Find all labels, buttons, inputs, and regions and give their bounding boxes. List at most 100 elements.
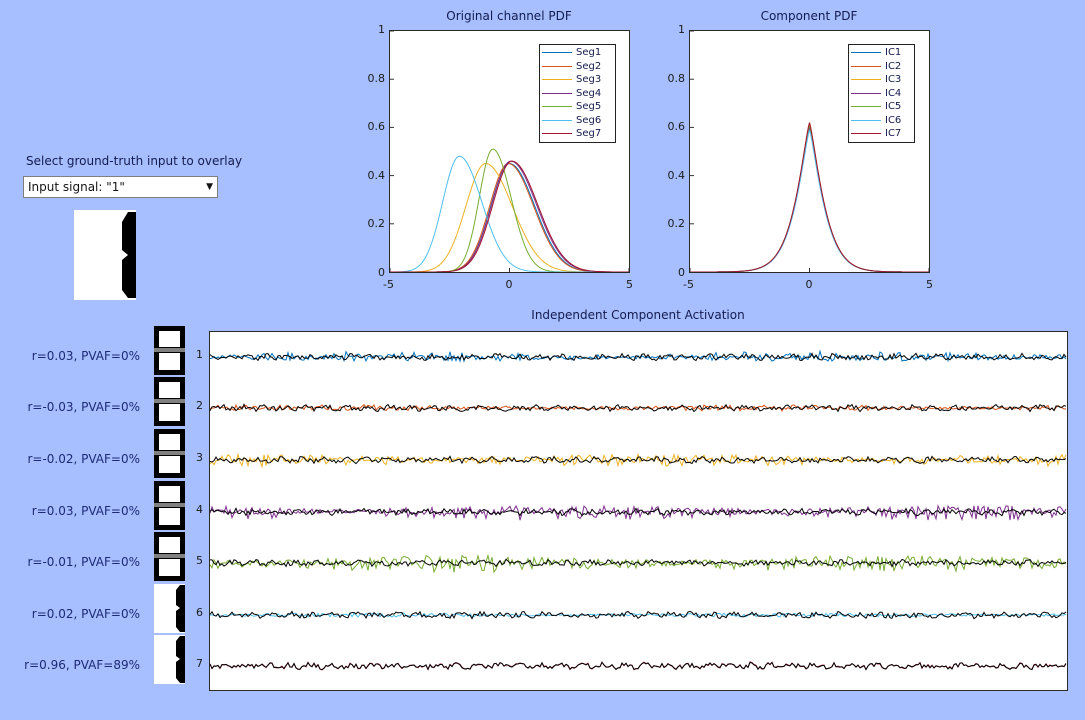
pdf-curve-ic7 <box>690 122 929 272</box>
activation-trace-ic2 <box>210 403 1067 412</box>
legend-entry: Seg3 <box>542 73 612 87</box>
right-pdf-plot <box>690 31 929 272</box>
legend-label: IC3 <box>885 74 902 85</box>
legend-entry: Seg6 <box>542 114 612 128</box>
right-pdf-xtick-label: 0 <box>805 278 813 291</box>
component-stat-label: r=-0.02, PVAF=0% <box>27 452 140 466</box>
legend-label: Seg3 <box>576 74 602 85</box>
component-stat-label: r=0.03, PVAF=0% <box>31 349 140 363</box>
overlay-select-value: Input signal: "1" <box>28 180 125 194</box>
activation-plot <box>210 349 1067 671</box>
legend-label: IC6 <box>885 114 902 126</box>
legend-line-icon <box>851 119 881 121</box>
activation-trace-ic1 <box>210 349 1067 363</box>
legend-entry: IC1 <box>851 46 911 60</box>
legend-entry: IC2 <box>851 60 911 74</box>
component-digit-image <box>154 481 185 530</box>
legend-line-icon <box>542 79 572 81</box>
legend-entry: IC6 <box>851 114 911 128</box>
pdf-curve-seg5 <box>390 148 629 272</box>
legend-line-icon <box>542 65 572 67</box>
legend-line-icon <box>542 92 572 94</box>
left-pdf-ytick-label: 0.2 <box>367 217 386 231</box>
right-pdf-title: Component PDF <box>760 9 858 23</box>
left-pdf-axes: Seg1 Seg2 Seg3 Seg4 Seg5 Seg6 Seg7 <box>389 30 630 273</box>
legend-label: Seg7 <box>576 128 602 139</box>
right-pdf-ytick-label: 0.6 <box>667 120 686 134</box>
overlay-trace-7 <box>210 661 1067 671</box>
component-digit-image <box>154 326 185 375</box>
component-stat-label: r=0.03, PVAF=0% <box>31 504 140 518</box>
right-pdf-ytick-label: 0.8 <box>667 71 686 85</box>
component-index-label: 1 <box>196 348 203 361</box>
legend-entry: Seg7 <box>542 127 612 141</box>
legend-line-icon <box>851 52 881 54</box>
left-pdf-ytick-label: 0 <box>378 266 385 279</box>
overlay-trace-1 <box>210 352 1067 362</box>
component-digit-image <box>154 584 185 633</box>
left-pdf-ytick-label: 0.4 <box>367 168 386 182</box>
legend-line-icon <box>542 133 572 135</box>
legend-label: Seg1 <box>576 47 602 58</box>
legend-line-icon <box>851 79 881 81</box>
legend-label: IC4 <box>885 87 902 99</box>
pdf-curve-ic3 <box>690 124 929 272</box>
legend-line-icon <box>851 65 881 67</box>
legend-label: Seg6 <box>576 114 602 126</box>
legend-line-icon <box>851 106 881 108</box>
pdf-curve-ic2 <box>690 122 929 272</box>
left-pdf-title: Original channel PDF <box>446 9 572 23</box>
left-pdf-plot <box>390 31 629 272</box>
left-pdf-ytick-label: 0.6 <box>367 120 386 134</box>
right-pdf-xtick-label: 5 <box>926 278 933 291</box>
overlay-trace-6 <box>210 610 1067 620</box>
legend-entry: Seg2 <box>542 60 612 74</box>
left-pdf-xtick-label: 5 <box>626 278 633 291</box>
legend-line-icon <box>542 52 572 54</box>
overlay-trace-4 <box>210 507 1067 517</box>
left-pdf-ytick-label: 1 <box>378 23 385 36</box>
dropdown-arrow-icon: ▼ <box>206 182 213 192</box>
legend-entry: Seg5 <box>542 100 612 114</box>
activation-axes <box>209 331 1068 691</box>
component-digit-image <box>154 429 185 478</box>
overlay-trace-5 <box>210 558 1067 568</box>
component-digit-image <box>154 532 185 581</box>
left-pdf-legend: Seg1 Seg2 Seg3 Seg4 Seg5 Seg6 Seg7 <box>539 44 616 143</box>
activation-title: Independent Component Activation <box>531 308 745 322</box>
pdf-curve-seg7 <box>390 160 629 272</box>
legend-line-icon <box>851 92 881 94</box>
legend-line-icon <box>542 119 572 121</box>
legend-label: Seg2 <box>576 60 602 72</box>
component-stat-label: r=-0.03, PVAF=0% <box>27 400 140 414</box>
pdf-curve-ic5 <box>690 124 929 272</box>
overlay-label: Select ground-truth input to overlay <box>26 154 243 168</box>
legend-line-icon <box>542 106 572 108</box>
legend-label: IC2 <box>885 60 902 72</box>
pdf-curve-ic1 <box>690 127 929 272</box>
left-pdf-xtick-label: -5 <box>383 278 394 291</box>
legend-label: IC7 <box>885 128 902 139</box>
pdf-curve-ic6 <box>690 129 929 272</box>
component-index-label: 7 <box>196 657 203 670</box>
left-pdf-ytick-label: 0.8 <box>367 71 386 85</box>
pdf-curve-seg4 <box>390 160 629 272</box>
legend-entry: IC5 <box>851 100 911 114</box>
component-index-label: 5 <box>196 554 203 567</box>
component-digit-image <box>154 377 185 426</box>
component-index-label: 3 <box>196 451 203 464</box>
component-index-label: 2 <box>196 399 203 412</box>
component-stat-label: r=-0.01, PVAF=0% <box>27 555 140 569</box>
selected-input-digit-image <box>74 210 136 300</box>
right-pdf-legend: IC1 IC2 IC3 IC4 IC5 IC6 IC7 <box>848 44 915 143</box>
legend-label: Seg4 <box>576 87 602 99</box>
overlay-select[interactable]: Input signal: "1" ▼ <box>23 176 218 198</box>
legend-entry: Seg4 <box>542 87 612 101</box>
legend-label: IC5 <box>885 101 902 112</box>
legend-entry: IC4 <box>851 87 911 101</box>
component-stat-label: r=0.02, PVAF=0% <box>31 607 140 621</box>
overlay-trace-2 <box>210 403 1067 413</box>
left-pdf-xtick-label: 0 <box>505 278 513 291</box>
right-pdf-ytick-label: 1 <box>678 23 685 36</box>
component-index-label: 4 <box>196 503 203 516</box>
